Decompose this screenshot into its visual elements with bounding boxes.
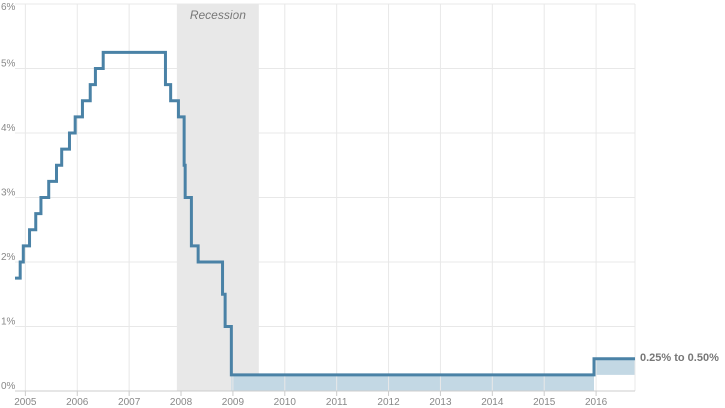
y-tick-label: 2% xyxy=(1,252,16,263)
y-tick-label: 3% xyxy=(1,188,16,199)
target-range-label: 0.25% to 0.50% xyxy=(640,352,719,364)
x-tick-label: 2013 xyxy=(429,397,452,408)
x-tick-label: 2006 xyxy=(66,397,89,408)
x-tick-label: 2009 xyxy=(222,397,245,408)
x-tick-label: 2010 xyxy=(274,397,297,408)
y-tick-label: 4% xyxy=(1,123,16,134)
y-tick-label: 0% xyxy=(1,381,16,392)
label-layer: 0.25% to 0.50% xyxy=(640,352,719,364)
grid-layer xyxy=(15,3,636,392)
y-tick-label: 5% xyxy=(1,59,16,70)
x-tick-label: 2014 xyxy=(481,397,504,408)
y-tick-label: 1% xyxy=(1,317,16,328)
x-tick-label: 2012 xyxy=(377,397,400,408)
x-tick-label: 2016 xyxy=(585,397,608,408)
x-tick-label: 2007 xyxy=(118,397,141,408)
y-tick-label: 6% xyxy=(1,2,16,13)
axis-layer: 0% 1% 2% 3% 4% 5% 6% 2005 2006 2007 2008 2009 2010 20… xyxy=(1,2,635,408)
x-tick-label: 2005 xyxy=(14,397,37,408)
x-tick-label: 2015 xyxy=(533,397,556,408)
line-layer xyxy=(15,50,635,377)
x-tick-label: 2011 xyxy=(326,397,348,408)
x-tick-label: 2008 xyxy=(170,397,193,408)
fed-funds-rate-line xyxy=(15,50,635,377)
recession-label: Recession xyxy=(190,8,246,22)
